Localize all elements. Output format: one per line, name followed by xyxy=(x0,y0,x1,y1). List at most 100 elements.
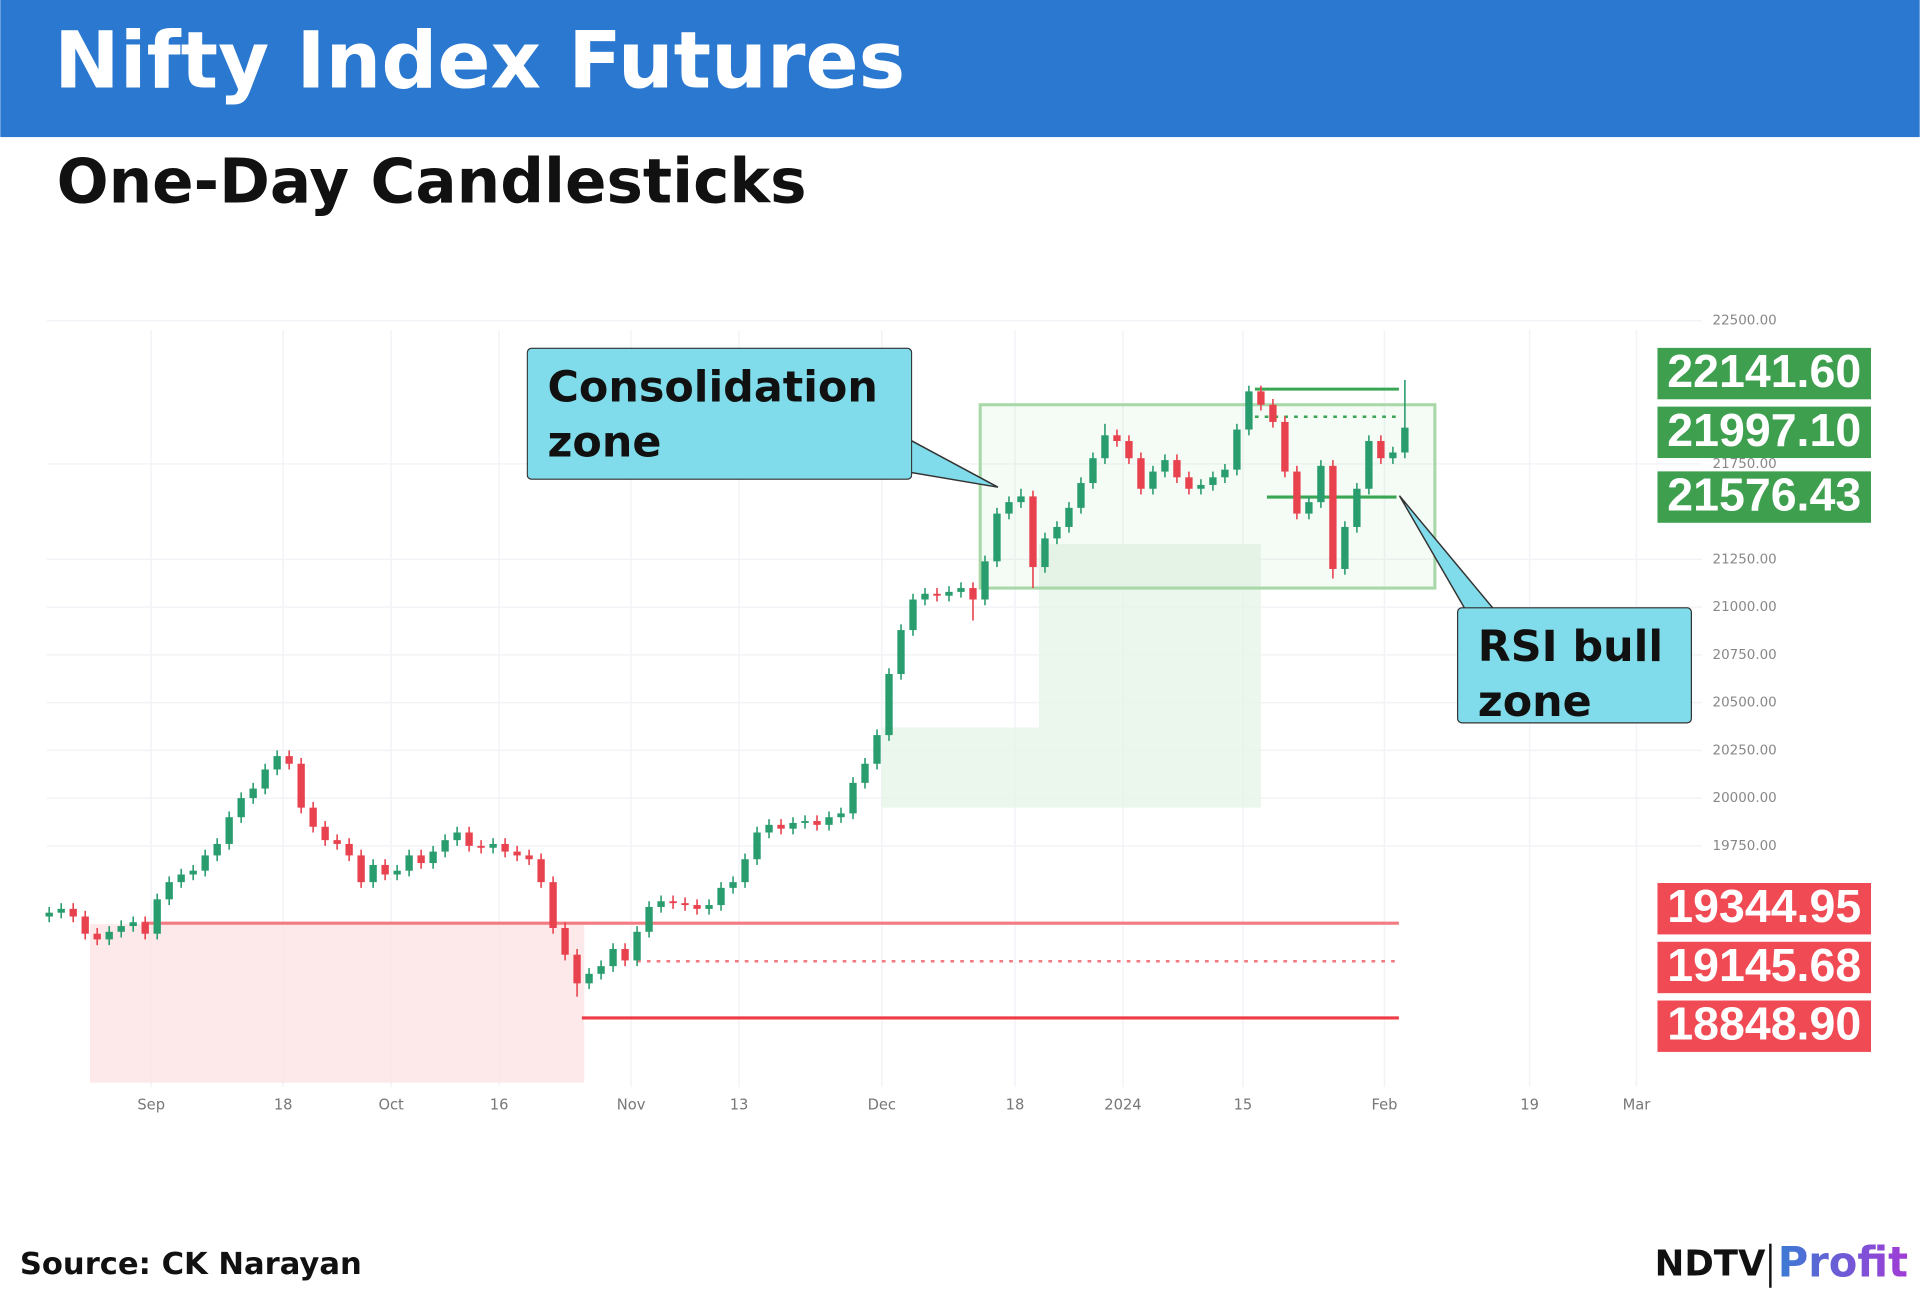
candle-body xyxy=(1233,429,1241,470)
candle-body xyxy=(717,887,725,906)
y-tick-label: 21250.00 xyxy=(1713,552,1777,567)
candle-body xyxy=(1401,427,1409,453)
price-label-box xyxy=(1657,406,1872,459)
y-tick-label: 20250.00 xyxy=(1713,743,1777,758)
y-tick-label: 22500.00 xyxy=(1713,314,1777,329)
candle-body xyxy=(825,817,833,825)
candle-body xyxy=(777,824,785,829)
candle-body xyxy=(537,859,545,883)
candle-body xyxy=(1065,507,1073,527)
candle-body xyxy=(993,513,1001,562)
candle-body xyxy=(81,916,89,934)
candle-body xyxy=(441,840,449,852)
candle-body xyxy=(1173,460,1181,478)
price-label-box xyxy=(1657,347,1872,400)
candle-body xyxy=(129,922,137,927)
price-label-box xyxy=(1657,471,1872,523)
x-tick-label: Sep xyxy=(137,1096,165,1113)
candle-body xyxy=(45,912,53,917)
candle-body xyxy=(1197,484,1205,489)
source: Source: CK Narayan xyxy=(20,1247,362,1282)
candle-body xyxy=(309,807,317,827)
price-label-box xyxy=(1657,883,1872,935)
candle-body xyxy=(141,922,149,934)
candle-body xyxy=(501,843,509,852)
candle-body xyxy=(1005,502,1013,514)
x-tick-label: Dec xyxy=(868,1096,896,1113)
candle-body xyxy=(1377,441,1385,459)
candle-body xyxy=(1077,483,1085,508)
candle-body xyxy=(549,882,557,928)
candle-body xyxy=(1149,471,1157,489)
candle-body xyxy=(1017,496,1025,503)
price-label: 19145.68 xyxy=(1667,939,1861,991)
candle-body xyxy=(489,843,497,848)
candle-body xyxy=(357,855,365,883)
callout-text: RSI bull zone xyxy=(1456,607,1693,724)
price-label: 21576.43 xyxy=(1667,469,1861,521)
candle-body xyxy=(177,874,185,883)
candle-body xyxy=(945,591,953,596)
candle-body xyxy=(273,756,281,770)
candle-body xyxy=(957,588,965,592)
price-label: 21997.10 xyxy=(1667,404,1861,456)
candle-body xyxy=(1041,538,1049,568)
candle-body xyxy=(189,870,197,875)
candle-body xyxy=(117,926,125,932)
candle-body xyxy=(645,906,653,932)
x-tick-label: 16 xyxy=(490,1096,509,1113)
candle-body xyxy=(369,864,377,883)
candle-body xyxy=(381,864,389,875)
candle-body xyxy=(261,769,269,789)
candle-body xyxy=(705,905,713,909)
candle-body xyxy=(1113,435,1121,442)
x-tick-label: 13 xyxy=(730,1096,749,1113)
price-label: 22141.60 xyxy=(1667,345,1861,397)
candle-body xyxy=(429,851,437,864)
candle-body xyxy=(1053,526,1061,539)
candle-body xyxy=(153,899,161,934)
y-tick-label: 21750.00 xyxy=(1713,457,1777,472)
x-tick-label: Feb xyxy=(1371,1096,1397,1113)
candle-body xyxy=(969,588,977,600)
x-tick-label: 15 xyxy=(1234,1096,1253,1113)
x-tick-label: 2024 xyxy=(1104,1096,1141,1113)
callout-text: Consolidation zone xyxy=(526,347,913,480)
y-tick-label: 20000.00 xyxy=(1713,791,1777,806)
x-tick-label: Oct xyxy=(378,1096,404,1113)
candle-body xyxy=(609,948,617,967)
x-tick-label: 19 xyxy=(1520,1096,1539,1113)
candle-body xyxy=(93,933,101,940)
candle-body xyxy=(981,561,989,600)
candle-body xyxy=(69,908,77,917)
candle-body xyxy=(849,782,857,814)
header-bar xyxy=(0,0,1920,138)
candle-body xyxy=(573,954,581,984)
candle-body xyxy=(681,903,689,906)
title: Nifty Index Futures xyxy=(54,16,905,107)
candle-body xyxy=(1281,421,1289,472)
candle-body xyxy=(1341,526,1349,569)
candle-body xyxy=(789,822,797,829)
candle-body xyxy=(1293,471,1301,514)
y-tick-label: 20500.00 xyxy=(1713,696,1777,711)
candle-body xyxy=(1089,458,1097,484)
candle-body xyxy=(165,882,173,900)
candle-body xyxy=(837,813,845,818)
candle-body xyxy=(657,901,665,907)
candle-body xyxy=(345,843,353,856)
logo-product: Profit xyxy=(1778,1238,1908,1287)
candle-body xyxy=(225,817,233,844)
candle-body xyxy=(909,599,917,631)
candle-body xyxy=(729,882,737,888)
candle-body xyxy=(465,832,473,846)
candle-body xyxy=(1245,391,1253,430)
candle-body xyxy=(1125,441,1133,459)
candle-body xyxy=(1329,465,1337,569)
candle-body xyxy=(201,855,209,871)
candle-body xyxy=(861,763,869,783)
zone xyxy=(881,727,1039,808)
y-tick-label: 19750.00 xyxy=(1713,839,1777,854)
